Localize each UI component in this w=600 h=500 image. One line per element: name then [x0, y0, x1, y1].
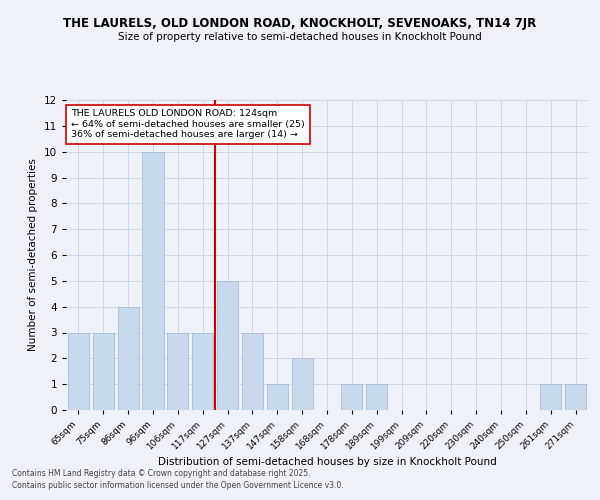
Bar: [68, 332, 89, 410]
Bar: [192, 332, 213, 410]
Bar: [366, 384, 387, 410]
Y-axis label: Number of semi-detached properties: Number of semi-detached properties: [28, 158, 38, 352]
Text: THE LAURELS, OLD LONDON ROAD, KNOCKHOLT, SEVENOAKS, TN14 7JR: THE LAURELS, OLD LONDON ROAD, KNOCKHOLT,…: [64, 18, 536, 30]
Bar: [341, 384, 362, 410]
Bar: [217, 281, 238, 410]
Bar: [118, 306, 139, 410]
Bar: [540, 384, 561, 410]
X-axis label: Distribution of semi-detached houses by size in Knockholt Pound: Distribution of semi-detached houses by …: [158, 456, 496, 466]
Bar: [267, 384, 288, 410]
Bar: [565, 384, 586, 410]
Bar: [292, 358, 313, 410]
Bar: [242, 332, 263, 410]
Bar: [93, 332, 114, 410]
Text: Contains HM Land Registry data © Crown copyright and database right 2025.: Contains HM Land Registry data © Crown c…: [12, 468, 311, 477]
Bar: [167, 332, 188, 410]
Bar: [142, 152, 164, 410]
Text: Size of property relative to semi-detached houses in Knockholt Pound: Size of property relative to semi-detach…: [118, 32, 482, 42]
Text: THE LAURELS OLD LONDON ROAD: 124sqm
← 64% of semi-detached houses are smaller (2: THE LAURELS OLD LONDON ROAD: 124sqm ← 64…: [71, 110, 305, 139]
Text: Contains public sector information licensed under the Open Government Licence v3: Contains public sector information licen…: [12, 481, 344, 490]
